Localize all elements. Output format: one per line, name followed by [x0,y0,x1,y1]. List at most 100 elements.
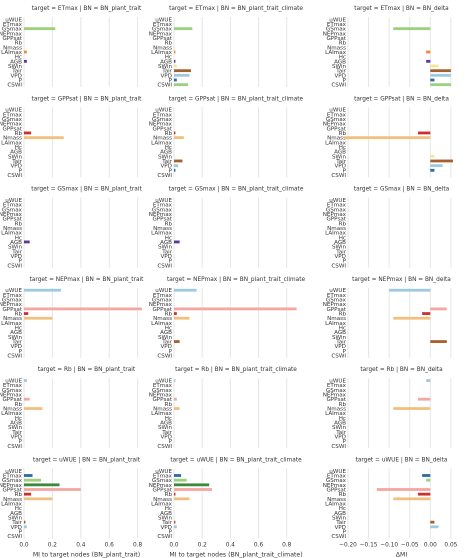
category-label: SWin [8,335,23,341]
category-label: Rb [15,41,23,47]
category-label: SWin [158,516,173,522]
category-label: GSmax [326,207,347,213]
category-label: Hc [339,506,346,512]
category-label: VPD [160,254,172,260]
category-label: Tair [161,430,172,436]
category-label: P [169,78,173,84]
category-label: VPD [160,164,172,170]
bar-Nmass [393,407,431,410]
category-label: VPD [10,254,22,260]
category-label: Hc [15,416,22,422]
category-label: VPD [10,344,22,350]
category-label: P [19,168,23,174]
category-label: AGB [160,240,172,246]
category-label: LAImax [1,321,23,327]
category-label: Tair [335,249,346,255]
bar-LAImax [174,50,176,54]
category-label: SWin [158,245,173,251]
category-label: GPPsat [152,217,172,223]
category-label: GSmax [326,388,347,394]
category-label: ETmax [153,293,173,299]
bar-GSmax [393,27,431,31]
tick-label: 0.2 [198,543,208,549]
bar-GSmax [174,478,187,482]
category-label: Hc [15,506,22,512]
bar-P [430,78,435,82]
category-label: Rb [339,492,347,498]
category-label: SWin [8,64,23,70]
panel-GPPsat-climate: target = GPPsat | BN = BN_plant_trait_cl… [149,96,304,179]
category-label: GSmax [2,27,23,33]
category-label: LAImax [1,231,23,237]
category-label: GSmax [152,27,173,33]
category-label: LAImax [151,321,173,327]
category-label: VPD [160,344,172,350]
category-label: P [19,349,23,355]
bar-VPD [430,525,439,529]
category-label: LAImax [151,140,173,146]
category-label: VPD [10,164,22,170]
category-label: P [19,259,23,265]
category-label: LAImax [325,231,347,237]
bar-LAImax [24,50,27,54]
category-label: LAImax [325,321,347,327]
category-label: AGB [10,511,22,517]
category-label: Rb [165,221,173,227]
bar-GPPsat [417,397,431,401]
tick-label: 0.6 [105,543,115,549]
category-label: GPPsat [326,126,346,132]
category-label: Hc [339,235,346,241]
category-label: uWUE [5,108,22,114]
x-axis-label: ΔMI [396,552,408,558]
category-label: NEPmax [323,483,347,489]
category-label: uWUE [329,469,346,475]
category-label: Tair [335,520,346,526]
bar-VPD [174,73,190,77]
category-label: GSmax [152,117,173,123]
bar-Nmass [24,407,43,410]
category-label: uWUE [155,108,172,114]
category-label: uWUE [5,198,22,204]
category-label: Tair [11,159,22,165]
bar-AGB [426,59,431,63]
category-label: P [343,168,347,174]
category-label: NEPmax [0,31,23,37]
panel-Rb-trait: target = Rb | BN = BN_plant_trait uWUEETm… [0,367,139,450]
tick-label: 0.6 [254,543,264,549]
category-label: Rb [15,402,23,408]
category-label: ETmax [327,293,347,299]
panel-Rb-climate: target = Rb | BN = BN_plant_trait_climat… [149,367,298,450]
bar-SWin [430,64,439,68]
category-label: Rb [339,221,347,227]
category-label: LAImax [1,140,23,146]
panel-title: target = NEPmax | BN = BN_delta [352,277,451,283]
panel-uWUE-climate: target = uWUE | BN = BN_plant_trait_clim… [149,458,303,558]
category-label: AGB [10,150,22,156]
tick-label: −0.05 [401,543,419,549]
tick-label: 0.05 [444,543,457,549]
category-label: GSmax [326,478,347,484]
bar-VPD [430,164,443,168]
category-label: CSWI [331,173,346,179]
bar-P [174,168,176,172]
bar-VPD [24,525,27,529]
category-label: GSmax [2,388,23,394]
category-label: SWin [158,64,173,70]
tick-label: 0.8 [133,543,143,549]
panel-NEPmax-delta: target = NEPmax | BN = BN_delta uWUEETmax… [323,277,452,360]
category-label: GSmax [2,298,23,304]
bar-GSmax [24,27,56,31]
panel-title: target = uWUE | BN = BN_plant_trait_clim… [170,458,302,464]
category-label: LAImax [151,502,173,508]
category-label: NEPmax [149,393,173,399]
category-label: Tair [335,69,346,75]
category-label: GPPsat [326,307,346,313]
category-label: P [169,530,173,536]
category-label: Hc [339,416,346,422]
category-label: GSmax [2,207,23,213]
tick-label: 0.0 [169,543,179,549]
category-label: CSWI [157,444,172,450]
panel-title: target = uWUE | BN = BN_plant_trait [33,458,141,464]
category-label: LAImax [325,411,347,417]
category-label: AGB [160,150,172,156]
